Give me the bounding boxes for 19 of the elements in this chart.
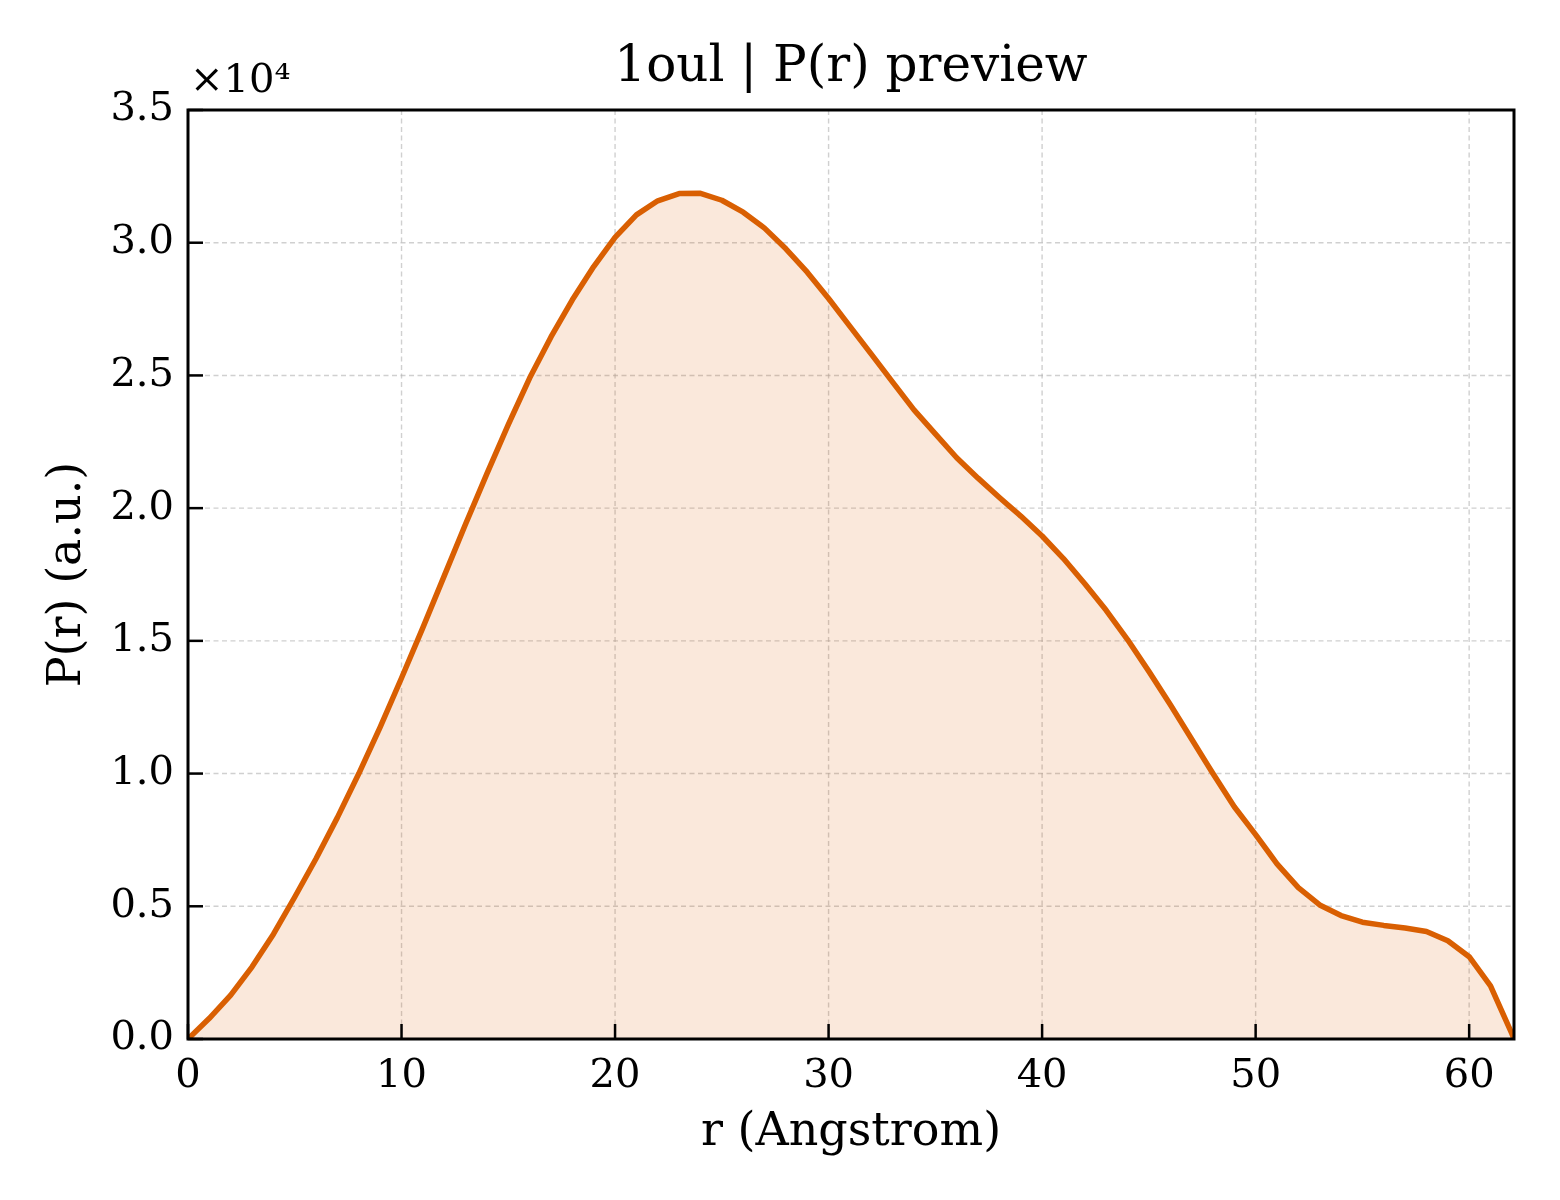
y-tick-label: 2.5 bbox=[110, 348, 174, 395]
chart-title: 1oul | P(r) preview bbox=[614, 34, 1088, 93]
y-tick-label: 2.0 bbox=[110, 481, 174, 528]
y-tick-label: 3.0 bbox=[110, 216, 174, 263]
y-tick-label: 0.5 bbox=[110, 879, 174, 926]
text: ×10⁴ bbox=[190, 55, 291, 102]
x-tick-label: 50 bbox=[1230, 1050, 1282, 1097]
x-tick-label: 60 bbox=[1443, 1050, 1495, 1097]
x-tick-label: 30 bbox=[803, 1050, 855, 1097]
y-tick-label: 0.0 bbox=[110, 1012, 174, 1059]
y-tick-label: 1.5 bbox=[110, 614, 174, 661]
x-tick-label: 10 bbox=[376, 1050, 427, 1097]
x-tick-label: 0 bbox=[175, 1050, 201, 1097]
x-tick-label: 20 bbox=[589, 1050, 641, 1097]
y-tick-label: 1.0 bbox=[110, 746, 174, 793]
y-axis-title: P(r) (a.u.) bbox=[36, 461, 91, 688]
x-tick-label: 40 bbox=[1016, 1050, 1068, 1097]
x-axis-title: r (Angstrom) bbox=[700, 1101, 1002, 1156]
y-tick-label: 3.5 bbox=[110, 83, 174, 130]
